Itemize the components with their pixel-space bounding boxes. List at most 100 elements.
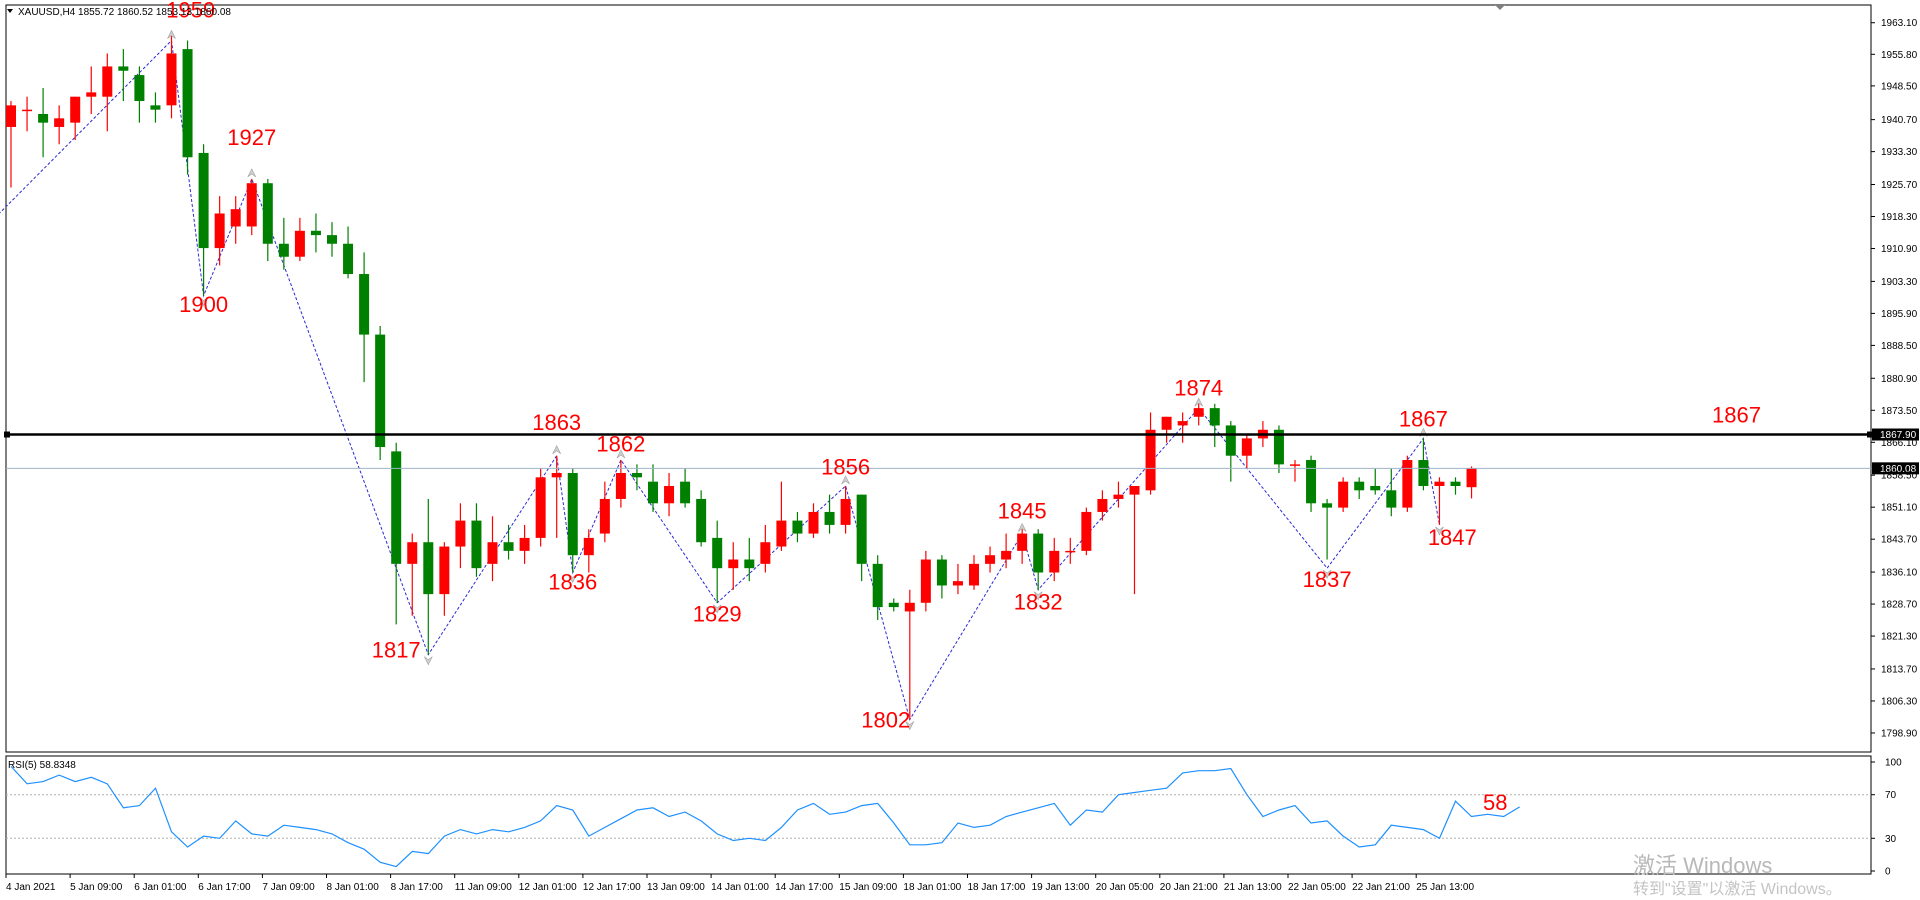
candle-body: [86, 92, 97, 97]
candle-body: [118, 66, 129, 71]
swing-price-label: 1847: [1428, 525, 1477, 550]
candle-body: [1402, 460, 1413, 508]
price-tick-label: 1851.10: [1881, 503, 1918, 514]
level-price-label: 1867.90: [1880, 430, 1917, 441]
time-tick-label: 8 Jan 01:00: [327, 882, 380, 893]
candle-body: [1354, 481, 1365, 491]
swing-price-label: 1832: [1014, 589, 1063, 614]
candle-body: [969, 563, 979, 586]
candle-body: [1290, 464, 1300, 466]
time-tick-label: 19 Jan 13:00: [1032, 882, 1090, 893]
price-tick-label: 1933.30: [1881, 147, 1918, 158]
swing-low-marker: [568, 574, 578, 584]
time-tick-label: 6 Jan 01:00: [134, 882, 187, 893]
candle-body: [423, 542, 434, 595]
rsi-tick-label: 30: [1885, 834, 1897, 845]
candle-body: [1129, 485, 1140, 495]
swing-price-label: 1900: [179, 292, 228, 317]
swing-high-marker: [1017, 522, 1027, 532]
swing-price-label: 1836: [548, 569, 597, 594]
candle-body: [1049, 550, 1060, 573]
candle-body: [648, 481, 658, 504]
candle-body: [327, 235, 337, 244]
swing-price-label: 1817: [372, 637, 421, 662]
swing-price-label: 1845: [998, 498, 1047, 523]
candle-body: [1193, 408, 1204, 417]
time-tick-label: 13 Jan 09:00: [647, 882, 705, 893]
candle-body: [214, 213, 225, 249]
rsi-label: RSI(5) 58.8348: [8, 760, 76, 771]
time-axis[interactable]: 4 Jan 2021 5 Jan 09:00 6 Jan 01:00 6 Jan 17…: [5, 874, 1474, 893]
price-tick-label: 1925.70: [1881, 180, 1918, 191]
candle-body: [150, 105, 161, 110]
price-tick-label: 1821.30: [1881, 632, 1918, 643]
rsi-panel: 100 70 30 0: [6, 758, 1902, 878]
candle-body: [310, 230, 321, 236]
swing-price-label: 1829: [693, 601, 742, 626]
candle-body: [519, 537, 530, 551]
candle-body: [760, 542, 771, 564]
swing-price-label: 1927: [227, 125, 276, 150]
price-tick-label: 1903.30: [1881, 277, 1918, 288]
time-tick-label: 11 Jan 09:00: [455, 882, 513, 893]
time-tick-label: 4 Jan 2021: [6, 882, 56, 893]
candle-body: [1065, 550, 1076, 553]
candle-body: [680, 481, 691, 504]
swing-low-marker: [199, 297, 208, 307]
candle-body: [808, 511, 819, 534]
swing-price-label: 1862: [596, 431, 645, 456]
chart-overlays: 1867.90 1867 1860.08 1959 1927 1900 1863 1862 18…: [4, 0, 1919, 732]
price-tick-label: 1836.10: [1881, 568, 1918, 579]
candle-body: [375, 334, 386, 448]
candle-body: [246, 183, 257, 227]
candle-body: [551, 473, 562, 478]
price-tick-label: 1806.30: [1881, 696, 1918, 707]
candle-body: [1145, 429, 1156, 491]
swing-low-marker: [1033, 591, 1043, 601]
time-tick-label: 21 Jan 13:00: [1224, 882, 1282, 893]
candle-body: [407, 542, 418, 564]
swing-high-marker: [616, 449, 626, 459]
candle-body: [1322, 503, 1333, 508]
candle-body: [54, 118, 65, 127]
candle-body: [166, 53, 177, 106]
swing-price-label: 1874: [1174, 376, 1223, 401]
candle-body: [471, 520, 482, 569]
current-price-label: 1860.08: [1880, 464, 1917, 475]
candle-body: [599, 498, 610, 534]
candle-body: [1434, 481, 1445, 486]
swing-price-label: 1867: [1399, 406, 1448, 431]
time-tick-label: 12 Jan 17:00: [583, 882, 641, 893]
candle-body: [1273, 429, 1284, 465]
candle-body: [278, 243, 289, 257]
candle-body: [503, 542, 514, 551]
swing-price-label: 1837: [1303, 567, 1352, 592]
swing-low-marker: [1322, 569, 1332, 579]
rsi-annotation: 58: [1483, 790, 1507, 815]
level-line-handle: [4, 431, 10, 438]
candle-body: [567, 473, 578, 556]
candle-body: [1450, 481, 1461, 486]
candle-body: [1418, 460, 1429, 486]
candle-body: [792, 520, 803, 534]
price-tick-label: 1858.50: [1881, 471, 1918, 482]
price-axis[interactable]: 1963.10 1955.80 1948.50 1940.70 1933.30 1925.…: [1871, 18, 1918, 739]
candle-body: [1466, 468, 1477, 488]
time-tick-label: 8 Jan 17:00: [391, 882, 444, 893]
price-tick-label: 1880.90: [1881, 374, 1918, 385]
time-tick-label: 18 Jan 01:00: [903, 882, 961, 893]
candle-body: [1033, 533, 1044, 573]
swing-low-marker: [424, 656, 433, 666]
candle-body: [1241, 438, 1252, 456]
price-tick-label: 1940.70: [1881, 115, 1918, 126]
rsi-tick-label: 100: [1885, 758, 1902, 769]
rsi-tick-label: 70: [1885, 790, 1897, 801]
candle-body: [22, 109, 33, 112]
candle-body: [1225, 425, 1236, 456]
price-tick-label: 1843.70: [1881, 535, 1918, 546]
activation-watermark-title: 激活 Windows: [1633, 853, 1773, 878]
swing-high-marker: [247, 168, 257, 178]
price-tick-label: 1955.80: [1881, 50, 1918, 61]
swing-price-label: 1863: [532, 410, 581, 435]
